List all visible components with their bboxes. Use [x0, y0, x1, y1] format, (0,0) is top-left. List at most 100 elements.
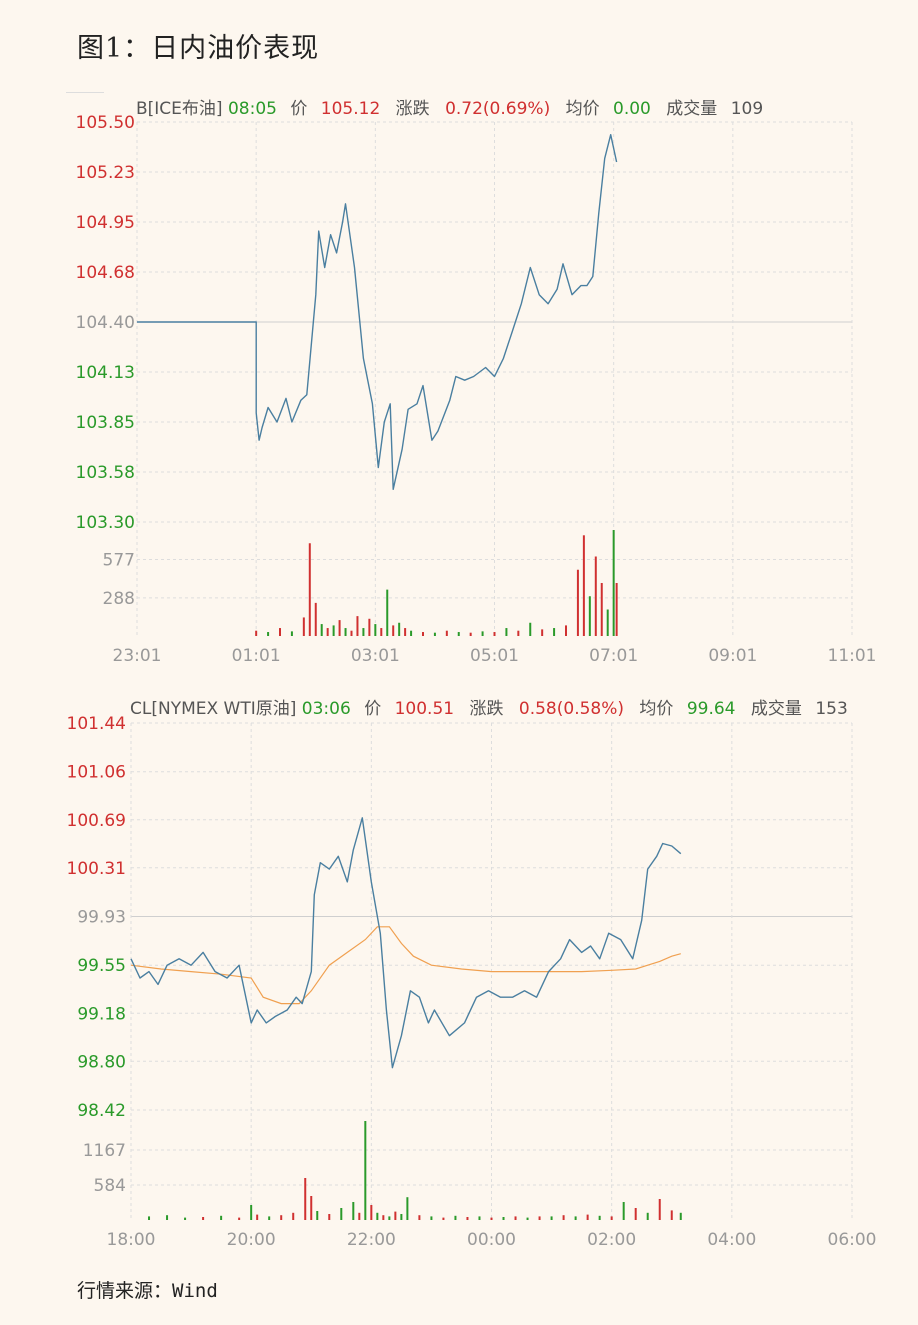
wti-volume-bar [550, 1216, 553, 1220]
brent-volume-bar [279, 628, 281, 636]
brent-avg-label: 均价 [566, 99, 600, 119]
brent-volume-bar [553, 628, 556, 636]
brent-volume-bar [338, 620, 341, 636]
svg-text:B[ICE布油] 08:05 价 1: B[ICE布油] 08:05 价 105.12 涨跌 0.72(0.69%) 均… [136, 99, 763, 119]
wti-volume-bar [370, 1205, 373, 1220]
wti-volume-tick-label: 1167 [83, 1141, 126, 1161]
wti-volume-bar [202, 1217, 205, 1220]
wti-time-tick-label: 04:00 [707, 1230, 756, 1250]
wti-volume-bar [646, 1212, 649, 1220]
brent-time: 08:05 [228, 99, 277, 119]
brent-volume-bar [606, 609, 609, 636]
brent-time-tick-label: 11:01 [828, 646, 877, 666]
brent-volume-bar [302, 617, 305, 636]
wti-time-tick-label: 18:00 [107, 1230, 156, 1250]
brent-price-line [137, 134, 618, 490]
brent-volume-bar [615, 583, 618, 636]
wti-volume-bar [280, 1215, 283, 1220]
wti-volume-bar [562, 1215, 565, 1220]
brent-volume-bar [380, 628, 383, 636]
brent-volume-bar [290, 631, 293, 636]
wti-time-tick-label: 20:00 [227, 1230, 276, 1250]
brent-price-tick-label: 103.85 [76, 413, 135, 433]
brent-change: 0.72(0.69%) [445, 99, 550, 119]
wti-volume-bar [268, 1216, 271, 1220]
wti-avg: 99.64 [687, 699, 736, 719]
wti-price-tick-label: 99.93 [77, 908, 126, 928]
wti-volume-bar [358, 1212, 361, 1220]
wti-volume-bar [310, 1196, 313, 1220]
wti-volume-bar [256, 1214, 259, 1220]
brent-time-tick-label: 23:01 [113, 646, 162, 666]
brent-volume-bar [332, 625, 335, 636]
brent-volume-bar [326, 628, 329, 636]
brent-volume-bar [481, 631, 484, 636]
brent-volume-bar [422, 632, 424, 636]
wti-volume-bar [220, 1215, 223, 1220]
wti-volume-bar [670, 1210, 673, 1220]
wti-volume-bar [406, 1197, 409, 1220]
brent-volume-bar [445, 630, 448, 636]
wti-average-price-line [130, 926, 681, 1005]
wti-volume-tick-label: 584 [94, 1176, 126, 1196]
wti-price-tick-label: 98.80 [77, 1052, 126, 1072]
wti-volume-bar [418, 1215, 421, 1220]
wti-volume-bar [376, 1212, 379, 1220]
wti-intraday-chart: CL[NYMEX WTI原油] 03:06 价 100.51 涨跌 0.58(0… [67, 699, 877, 1250]
brent-volume-bar [576, 569, 579, 636]
wti-volume-bar [316, 1211, 319, 1220]
brent-symbol: B[ICE布油] [136, 99, 223, 119]
wti-volume-bar [400, 1214, 403, 1220]
wti-change: 0.58(0.58%) [519, 699, 624, 719]
wti-time: 03:06 [302, 699, 351, 719]
brent-volume: 109 [731, 99, 763, 119]
wti-price-tick-label: 99.55 [77, 956, 126, 976]
brent-volume-bar [582, 535, 585, 636]
wti-volume-bar [574, 1216, 577, 1220]
brent-time-tick-label: 05:01 [470, 646, 519, 666]
brent-time-tick-label: 07:01 [589, 646, 638, 666]
wti-volume-bar [328, 1214, 331, 1220]
wti-volume-bar [394, 1211, 397, 1220]
wti-volume-label: 成交量 [751, 699, 802, 719]
brent-volume-bar [356, 616, 359, 636]
wti-volume-bar [478, 1216, 481, 1220]
brent-volume-bar [517, 630, 520, 636]
wti-volume-bar [304, 1178, 307, 1220]
brent-volume-bar [392, 625, 395, 636]
brent-volume-bar [612, 530, 615, 636]
wti-time-tick-label: 22:00 [347, 1230, 396, 1250]
wti-volume-bar [622, 1202, 625, 1220]
wti-time-tick-label: 02:00 [587, 1230, 636, 1250]
brent-volume-bar [529, 622, 532, 636]
brent-volume-bar [386, 589, 389, 636]
brent-price-tick-label: 105.50 [76, 113, 135, 133]
wti-volume-bar [292, 1212, 295, 1220]
brent-change-label: 涨跌 [396, 99, 430, 119]
wti-volume-bar [538, 1216, 541, 1220]
wti-volume-bar [166, 1215, 169, 1220]
brent-time-tick-label: 03:01 [351, 646, 400, 666]
wti-price-tick-label: 98.42 [77, 1101, 126, 1121]
wti-volume-bar [598, 1215, 601, 1220]
wti-volume-bar [526, 1217, 529, 1220]
brent-volume-bar [314, 602, 317, 636]
wti-price-label: 价 [364, 699, 381, 719]
brent-price-tick-label: 105.23 [76, 163, 135, 183]
brent-volume-bar [588, 596, 591, 636]
title-divider [66, 92, 104, 93]
wti-volume-bar [634, 1208, 637, 1220]
brent-volume-bar [457, 632, 460, 636]
brent-volume-bar [469, 632, 472, 636]
brent-volume-tick-label: 577 [103, 551, 135, 571]
wti-volume-bar [382, 1215, 385, 1220]
brent-price-tick-label: 103.30 [76, 513, 135, 533]
wti-volume-bar [610, 1216, 613, 1220]
brent-volume-bar [398, 622, 401, 636]
brent-volume-bar [368, 618, 371, 636]
brent-volume-bar [565, 625, 567, 636]
wti-volume-bar [250, 1205, 253, 1220]
wti-time-tick-label: 06:00 [828, 1230, 877, 1250]
source-note: 行情来源：Wind [77, 1280, 218, 1302]
brent-price-tick-label: 104.68 [76, 263, 135, 283]
